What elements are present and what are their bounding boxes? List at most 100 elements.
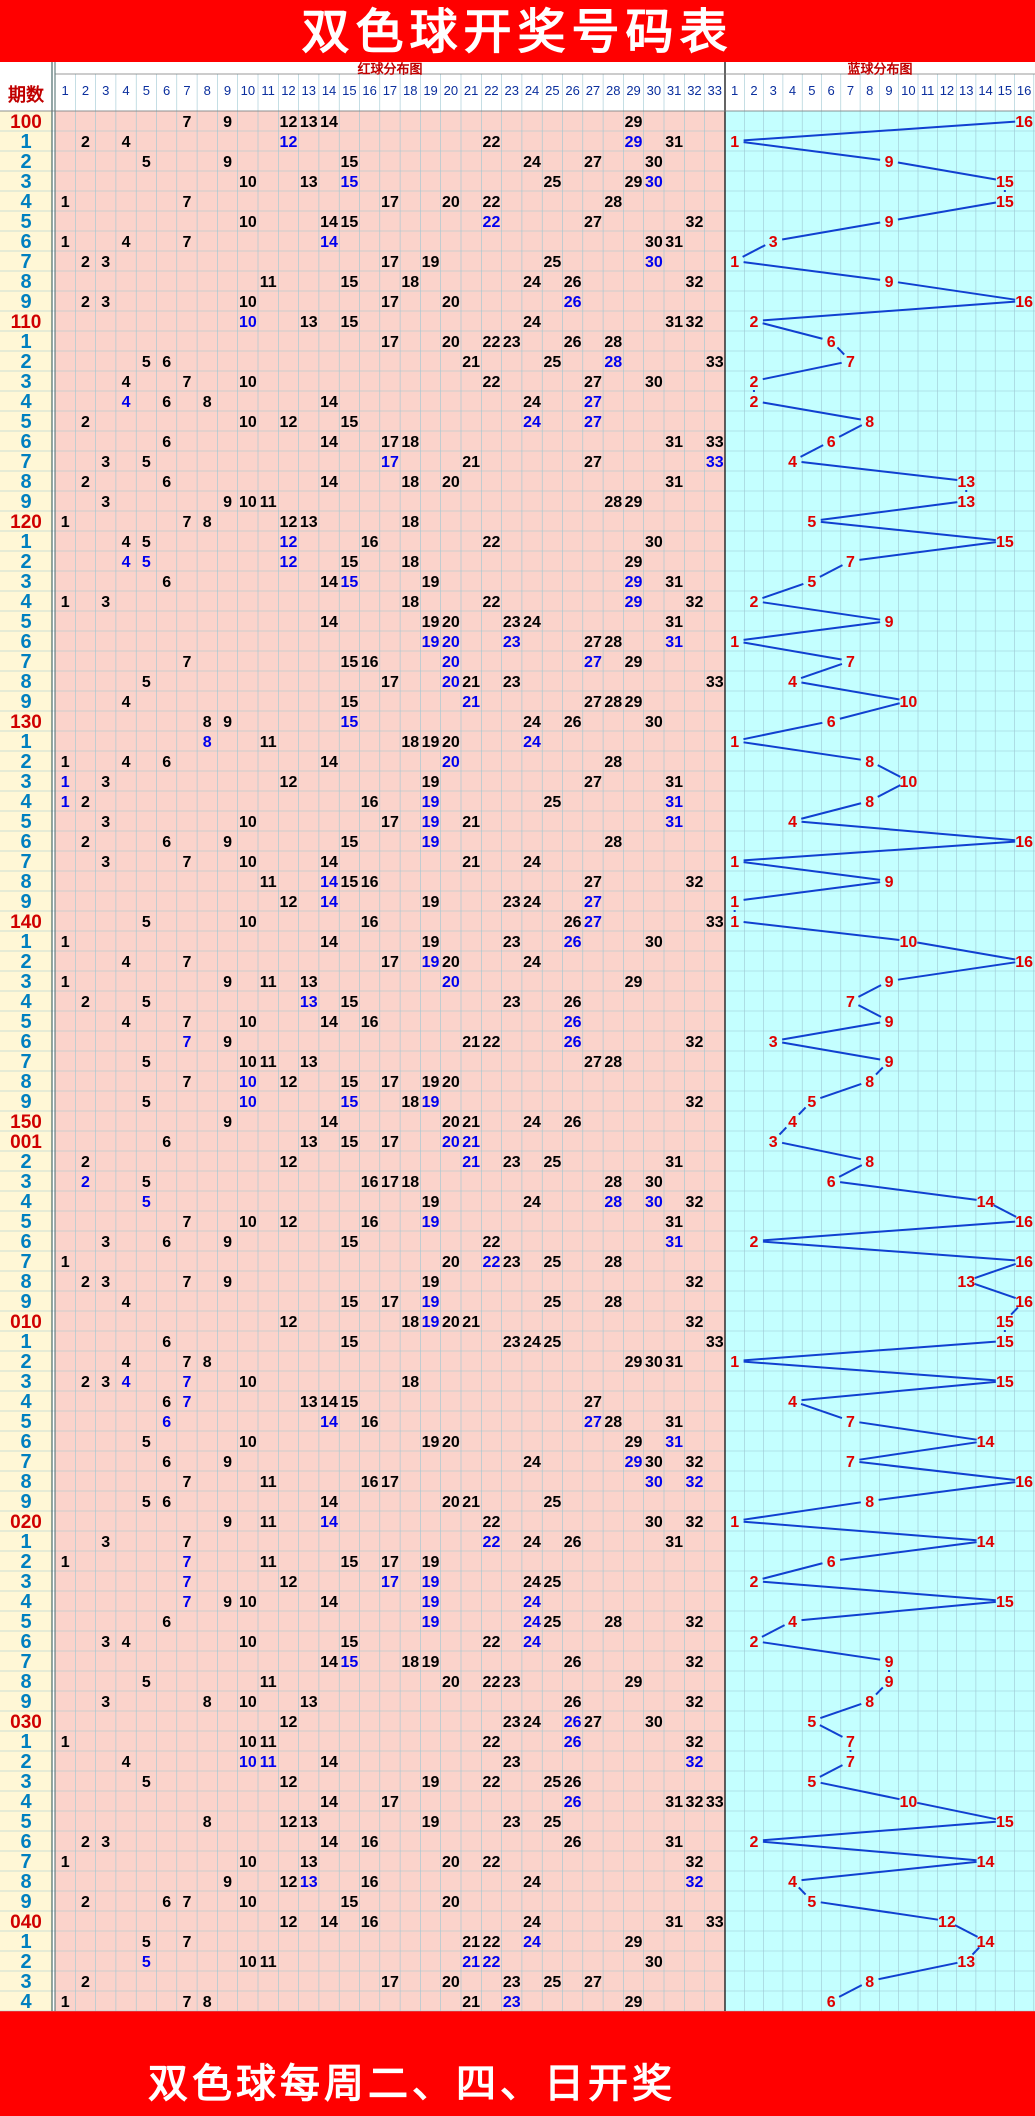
red-ball-number: 21	[462, 814, 480, 831]
issue-label: 4	[20, 991, 32, 1013]
blue-ball-trend-segment	[875, 1066, 884, 1076]
red-ball-number: 6	[162, 1454, 171, 1471]
red-ball-number: 22	[483, 1774, 501, 1791]
red-ball-number: 32	[686, 1094, 704, 1111]
red-ball-number: 14	[320, 1754, 338, 1771]
issue-label: 110	[11, 312, 42, 333]
red-ball-number: 21	[462, 1314, 480, 1331]
red-ball-number: 14	[320, 114, 338, 131]
red-ball-number: 32	[686, 1754, 704, 1771]
red-ball-number: 29	[625, 594, 643, 611]
red-ball-number: 7	[182, 854, 191, 871]
red-ball-number: 1	[61, 1994, 70, 2011]
red-ball-number: 24	[523, 954, 541, 971]
blue-ball-trend-segment	[743, 721, 823, 741]
red-column-header: 24	[525, 83, 539, 98]
red-column-header: 26	[565, 83, 579, 98]
blue-ball-number: 8	[865, 1154, 874, 1171]
blue-ball-number: 4	[788, 1394, 797, 1411]
red-ball-number: 12	[280, 534, 298, 551]
red-ball-number: 20	[442, 974, 460, 991]
blue-ball-trend-segment	[820, 1901, 939, 1921]
blue-ball-number: 6	[827, 334, 836, 351]
red-ball-number: 2	[81, 1894, 90, 1911]
blue-ball-trend-segment	[801, 802, 862, 820]
blue-ball-number: 4	[788, 454, 797, 471]
red-ball-number: 22	[483, 534, 501, 551]
blue-ball-trend-segment	[897, 201, 997, 221]
blue-ball-number: 1	[730, 914, 739, 931]
red-ball-number: 21	[462, 1154, 480, 1171]
red-ball-number: 17	[381, 954, 399, 971]
red-ball-number: 23	[503, 1994, 521, 2011]
issue-label: 3	[20, 771, 31, 793]
blue-ball-number: 5	[807, 1094, 816, 1111]
footer-text: 双色球每周二、四、日开奖	[148, 2060, 676, 2107]
blue-ball-trend-segment	[857, 984, 882, 998]
red-ball-number: 3	[101, 1694, 110, 1711]
red-ball-number: 14	[320, 754, 338, 771]
red-ball-number: 15	[340, 1074, 358, 1091]
blue-ball-trend-segment	[762, 1220, 1016, 1242]
red-ball-number: 1	[61, 974, 70, 991]
issue-label: 5	[20, 1411, 31, 1433]
red-ball-number: 20	[442, 634, 460, 651]
issue-label: 6	[20, 831, 31, 853]
red-ball-number: 16	[361, 874, 379, 891]
red-column-header: 14	[322, 83, 336, 98]
red-ball-number: 17	[381, 1794, 399, 1811]
issue-label: 4	[20, 1791, 32, 1813]
blue-ball-trend-segment	[878, 1481, 1016, 1501]
red-ball-number: 18	[401, 1314, 419, 1331]
red-ball-number: 20	[442, 1134, 460, 1151]
red-ball-number: 14	[320, 1914, 338, 1931]
red-ball-number: 14	[320, 1014, 338, 1031]
red-ball-number: 24	[523, 1634, 541, 1651]
blue-ball-trend-segment	[762, 1562, 823, 1580]
red-ball-number: 25	[543, 1574, 561, 1591]
red-ball-number: 15	[340, 1554, 358, 1571]
red-ball-number: 8	[203, 714, 212, 731]
blue-ball-number: 5	[807, 1774, 816, 1791]
red-ball-number: 28	[604, 494, 622, 511]
red-ball-number: 23	[503, 634, 521, 651]
red-ball-number: 17	[381, 1174, 399, 1191]
red-ball-number: 8	[203, 1994, 212, 2011]
red-ball-number: 14	[320, 934, 338, 951]
red-ball-number: 15	[340, 654, 358, 671]
red-ball-number: 4	[122, 694, 131, 711]
red-ball-number: 10	[239, 1594, 257, 1611]
red-ball-number: 3	[101, 294, 110, 311]
blue-column-header: 9	[885, 83, 892, 98]
red-ball-number: 24	[523, 1114, 541, 1131]
red-ball-number: 10	[239, 854, 257, 871]
red-ball-number: 32	[686, 1514, 704, 1531]
red-ball-number: 23	[503, 934, 521, 951]
red-ball-number: 21	[462, 1114, 480, 1131]
red-ball-number: 4	[122, 1294, 131, 1311]
issue-label: 100	[10, 112, 42, 133]
red-column-header: 30	[647, 83, 661, 98]
issue-label: 140	[10, 912, 42, 933]
blue-ball-number: 8	[865, 1974, 874, 1991]
red-ball-number: 30	[645, 174, 663, 191]
red-ball-number: 19	[422, 734, 440, 751]
blue-ball-number: 10	[899, 694, 917, 711]
red-ball-number: 14	[320, 1654, 338, 1671]
red-ball-number: 20	[442, 1254, 460, 1271]
red-ball-number: 27	[584, 214, 602, 231]
red-ball-number: 29	[625, 654, 643, 671]
red-ball-number: 3	[101, 854, 110, 871]
red-ball-number: 33	[706, 914, 724, 931]
issue-label: 8	[20, 271, 31, 293]
blue-ball-trend-segment	[742, 244, 766, 258]
red-ball-number: 31	[665, 1434, 683, 1451]
red-column-header: 3	[102, 83, 109, 98]
red-ball-number: 26	[564, 1114, 582, 1131]
red-ball-number: 26	[564, 934, 582, 951]
issue-label: 4	[20, 1191, 32, 1213]
red-ball-number: 5	[142, 1674, 151, 1691]
issue-label: 2	[20, 351, 31, 373]
red-ball-number: 6	[162, 1394, 171, 1411]
red-ball-number: 3	[101, 494, 110, 511]
